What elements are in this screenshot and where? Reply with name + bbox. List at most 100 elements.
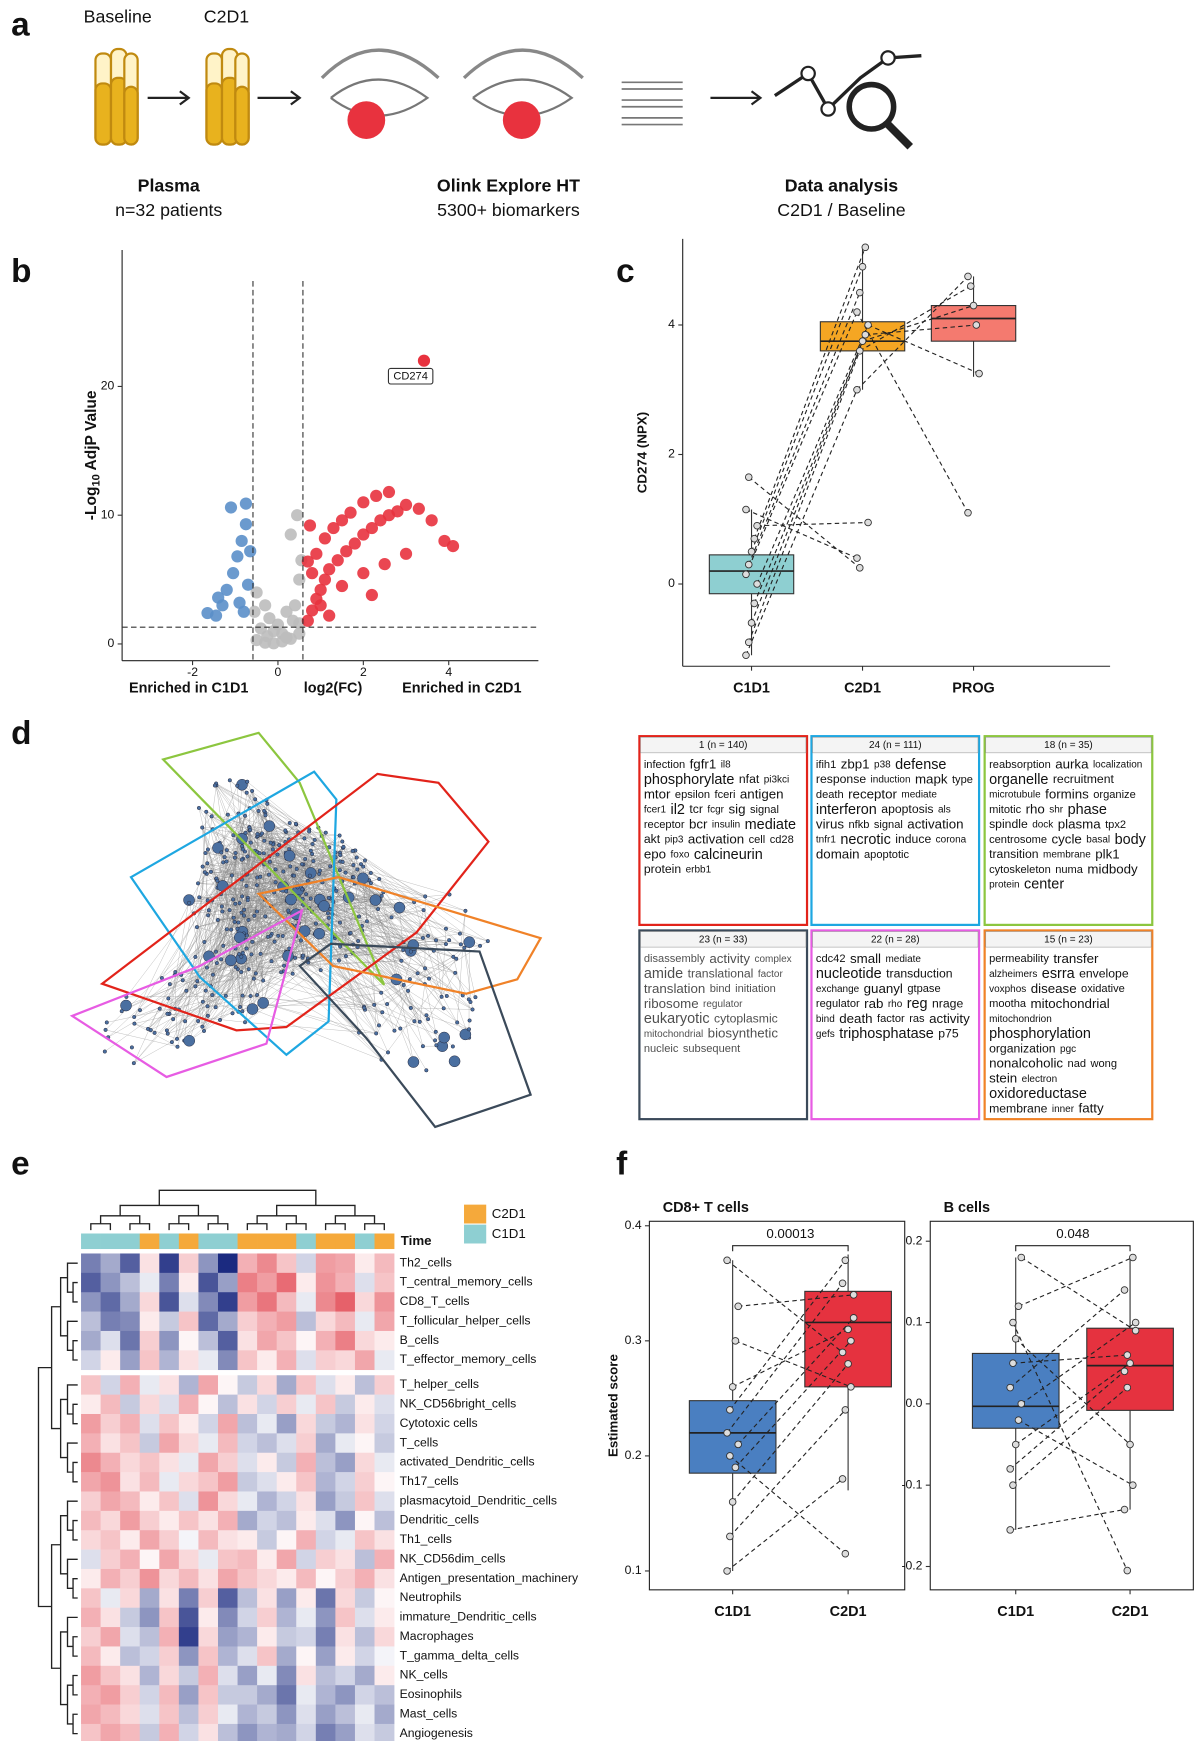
network-node <box>434 1043 439 1048</box>
heat-cell <box>217 1646 238 1667</box>
heat-cell <box>296 1646 317 1667</box>
heat-cell <box>335 1375 356 1395</box>
heat-cell <box>139 1311 160 1332</box>
network-node <box>246 1003 259 1015</box>
heat-cell <box>178 1510 199 1531</box>
network-edge <box>464 947 476 998</box>
heat-cell <box>217 1588 238 1609</box>
heat-cell <box>198 1433 219 1454</box>
heat-cell <box>315 1665 336 1686</box>
heat-cell <box>120 1292 141 1312</box>
cloud-word: fceri <box>715 789 736 801</box>
network-node <box>233 931 246 944</box>
point <box>280 605 293 618</box>
heat-cell <box>120 1330 141 1351</box>
heat-cell <box>198 1452 219 1473</box>
network-edge <box>238 813 266 917</box>
network-edge <box>247 835 322 901</box>
pair-line <box>1009 1370 1125 1470</box>
network-node <box>242 907 247 912</box>
network-edge <box>154 900 213 1033</box>
network-node <box>224 848 229 853</box>
heat-cell <box>354 1330 375 1351</box>
point <box>1006 1383 1014 1392</box>
cloud-word: midbody <box>1087 861 1138 876</box>
heat-cell <box>81 1704 101 1725</box>
point <box>750 534 759 543</box>
network-node <box>423 894 428 899</box>
heat-cell <box>315 1433 336 1454</box>
heat-cell <box>198 1253 219 1274</box>
point <box>239 497 253 510</box>
pair-line <box>859 285 972 352</box>
cluster-box <box>638 735 809 927</box>
network-edge <box>242 958 309 1012</box>
cloud-word: signal <box>874 819 903 831</box>
network-edge <box>173 955 303 1020</box>
network-node <box>441 1006 446 1011</box>
heat-cell <box>374 1311 395 1332</box>
network-node <box>312 837 317 842</box>
cloud-word: translation <box>644 981 705 996</box>
network-node <box>389 915 394 920</box>
network-node <box>478 943 483 948</box>
network-node <box>148 1028 153 1033</box>
network-edge <box>348 897 404 986</box>
network-node <box>313 921 318 926</box>
network-node <box>224 859 229 864</box>
cloud-word: infection <box>644 759 685 771</box>
heat-cell <box>315 1350 336 1371</box>
dendrogram <box>72 1403 78 1425</box>
network-node <box>194 925 199 930</box>
heat-cell <box>374 1723 395 1741</box>
network-edge <box>269 854 341 857</box>
network-node <box>240 894 245 899</box>
pair-line <box>735 1340 852 1468</box>
network-edge <box>133 971 176 1064</box>
network-edge <box>426 1015 470 1030</box>
network-edge <box>413 945 458 1023</box>
network-node <box>240 993 245 998</box>
network-node <box>245 779 250 784</box>
heat-cell <box>237 1510 258 1531</box>
point <box>744 560 753 569</box>
point <box>231 550 244 563</box>
dendrogram <box>72 1461 78 1483</box>
cluster-header: 18 (n = 35) <box>1044 740 1093 751</box>
heat-cell <box>354 1292 375 1312</box>
network-node <box>379 990 384 995</box>
network-node <box>421 908 426 913</box>
y-tick-label: 2 <box>668 447 675 461</box>
heat-cell <box>100 1530 121 1550</box>
heat-cell <box>100 1549 121 1570</box>
network-node <box>263 914 268 919</box>
y-tick-label: -0.2 <box>901 1559 922 1573</box>
point <box>425 514 438 527</box>
point <box>1120 1505 1129 1514</box>
cloud-word: rho <box>1026 802 1045 817</box>
point <box>248 605 261 618</box>
network-node <box>407 977 412 982</box>
network-node <box>248 994 253 999</box>
dendrogram <box>59 1631 68 1706</box>
cluster-header-bg <box>985 737 1152 754</box>
heat-cell <box>100 1350 121 1371</box>
network-edge <box>362 901 415 931</box>
heat-cell <box>159 1394 180 1415</box>
network-edge <box>250 911 258 997</box>
cloud-word: mediate <box>745 817 796 833</box>
heat-cell <box>296 1530 317 1550</box>
instrument <box>320 48 440 80</box>
heat-cell <box>257 1627 278 1647</box>
cloud-word: disease <box>1031 981 1077 996</box>
heat-cell <box>354 1491 375 1512</box>
network-node <box>205 861 210 866</box>
network-edge <box>204 832 299 943</box>
network-node <box>255 993 260 998</box>
heat-cell <box>217 1311 238 1332</box>
cluster-box <box>810 929 981 1121</box>
heat-cell <box>159 1723 180 1741</box>
network-node <box>224 927 229 932</box>
dendrogram <box>178 1215 219 1224</box>
